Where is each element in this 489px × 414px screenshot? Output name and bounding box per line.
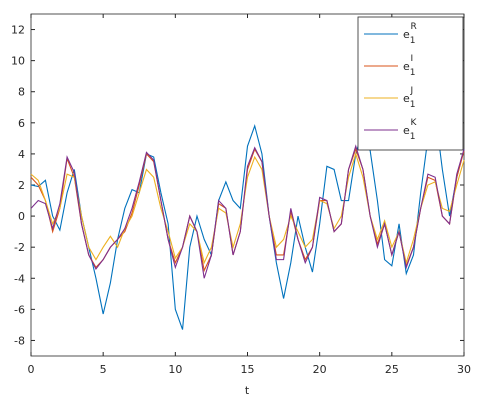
legend-name: e — [403, 92, 410, 105]
legend-sup: R — [411, 22, 417, 32]
x-tick-label: 25 — [385, 363, 399, 376]
legend-sub: 1 — [410, 36, 416, 46]
y-tick-label: 0 — [18, 210, 25, 223]
legend-sub: 1 — [410, 100, 416, 110]
legend-label: e1 K — [403, 118, 418, 142]
y-tick-label: 4 — [18, 148, 25, 161]
legend-sup: I — [411, 54, 414, 64]
legend-box — [357, 16, 464, 151]
legend-name: e — [403, 124, 410, 137]
y-tick-label: -6 — [14, 303, 25, 316]
x-tick-label: 5 — [100, 363, 107, 376]
x-tick-label: 15 — [241, 363, 255, 376]
series-line — [30, 144, 465, 279]
legend-sup: K — [411, 118, 418, 128]
x-axis-label: t — [245, 384, 250, 397]
x-tick-label: 30 — [457, 363, 471, 376]
legend-name: e — [403, 28, 410, 41]
legend-label: e1 I — [403, 54, 416, 78]
legend-label: e1 R — [403, 22, 417, 46]
series-line — [30, 111, 465, 330]
legend-label: e1 J — [403, 86, 416, 110]
x-tick-label: 20 — [313, 363, 327, 376]
x-tick-label: 10 — [168, 363, 182, 376]
legend-sup: J — [410, 86, 414, 96]
legend-name: e — [403, 60, 410, 73]
y-tick-label: 12 — [11, 24, 25, 37]
y-tick-label: 2 — [18, 179, 25, 192]
legend-sub: 1 — [410, 68, 416, 78]
x-tick-label: 0 — [28, 363, 35, 376]
y-tick-label: 10 — [11, 55, 25, 68]
y-tick-label: -4 — [14, 272, 25, 285]
y-tick-label: 8 — [18, 86, 25, 99]
y-tick-label: -2 — [14, 241, 25, 254]
series-line — [30, 152, 465, 265]
y-tick-label: -8 — [14, 334, 25, 347]
y-tick-label: 6 — [18, 117, 25, 130]
legend-sub: 1 — [410, 132, 416, 142]
